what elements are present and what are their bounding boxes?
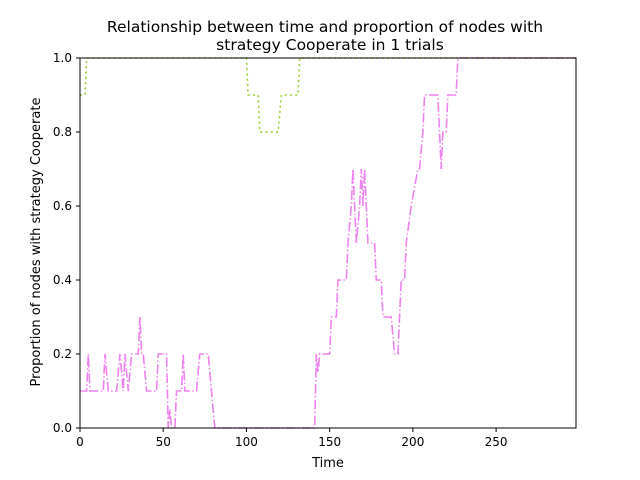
y-tick-label-1: 0.2 xyxy=(53,347,72,361)
x-tick-label-2: 100 xyxy=(235,435,258,449)
y-tick-label-0: 0.0 xyxy=(53,421,72,435)
x-axis-label: Time xyxy=(311,456,344,471)
x-tick-label-4: 200 xyxy=(401,435,424,449)
x-tick-label-3: 150 xyxy=(318,435,341,449)
series-line-2 xyxy=(80,57,576,133)
series-line-1 xyxy=(80,57,576,429)
y-tick-label-5: 1.0 xyxy=(53,51,72,65)
x-tick-label-5: 250 xyxy=(485,435,508,449)
chart-title-line-2: strategy Cooperate in 1 trials xyxy=(216,36,444,54)
y-tick-label-3: 0.6 xyxy=(53,199,72,213)
plot-frame xyxy=(79,57,577,429)
y-tick-label-2: 0.4 xyxy=(53,273,72,287)
y-tick-label-4: 0.8 xyxy=(53,125,72,139)
x-tick-label-1: 50 xyxy=(156,435,171,449)
y-axis-label: Proportion of nodes with strategy Cooper… xyxy=(29,98,44,387)
chart-title-line-1: Relationship between time and proportion… xyxy=(107,18,543,36)
x-tick-label-0: 0 xyxy=(76,435,84,449)
plot-area xyxy=(80,57,576,429)
